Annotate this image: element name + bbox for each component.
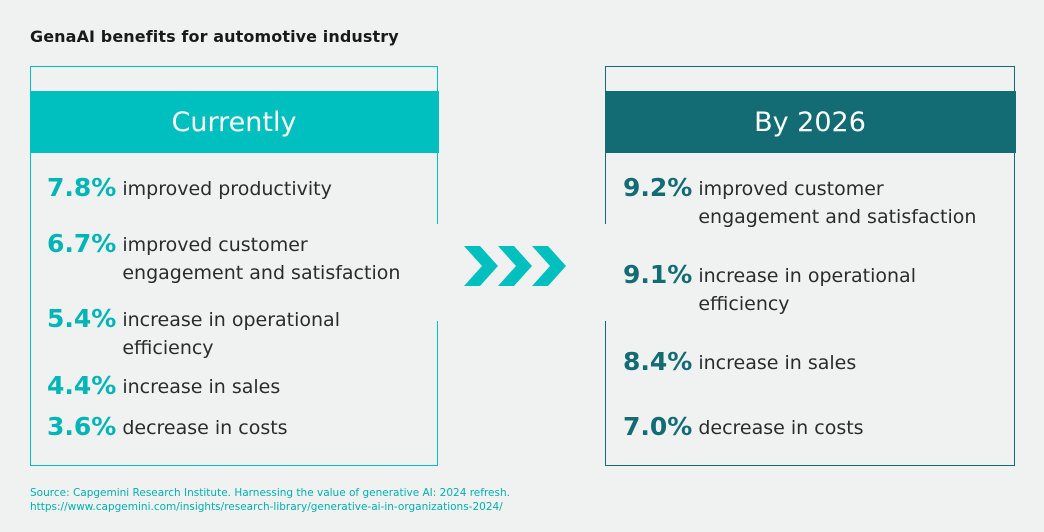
currently-item-2: 6.7% improved customer engagement and sa… [47, 229, 427, 287]
currently-header: Currently [29, 91, 439, 153]
chevron-arrows-icon [464, 246, 566, 286]
by2026-item-3: 8.4% increase in sales [623, 347, 958, 377]
by2026-value-1: 9.2% [623, 173, 693, 202]
by2026-value-3: 8.4% [623, 347, 693, 376]
currently-value-5: 3.6% [47, 412, 117, 441]
currently-label-2: improved customer engagement and satisfa… [122, 234, 401, 284]
chevron-right-icon [532, 246, 566, 286]
currently-label-5: decrease in costs [122, 417, 288, 439]
currently-value-3: 5.4% [47, 304, 117, 333]
currently-label-3: increase in operational efficiency [122, 309, 340, 359]
currently-value-4: 4.4% [47, 371, 117, 400]
by2026-label-2: increase in operational efficiency [698, 265, 916, 315]
by2026-item-1: 9.2% improved customer engagement and sa… [623, 173, 998, 231]
currently-item-3: 5.4% increase in operational efficiency [47, 304, 372, 362]
source-note: Source: Capgemini Research Institute. Ha… [30, 486, 510, 514]
currently-label-4: increase in sales [122, 376, 281, 398]
source-url[interactable]: https://www.capgemini.com/insights/resea… [30, 501, 503, 513]
by2026-value-4: 7.0% [623, 412, 693, 441]
currently-label-1: improved productivity [122, 178, 332, 200]
by2026-item-2: 9.1% increase in operational efficiency [623, 260, 948, 318]
by2026-label-1: improved customer engagement and satisfa… [698, 178, 977, 228]
by2026-label-4: decrease in costs [698, 417, 864, 439]
by2026-item-4: 7.0% decrease in costs [623, 412, 958, 442]
currently-item-4: 4.4% increase in sales [47, 371, 382, 401]
chevron-right-icon [498, 246, 532, 286]
currently-item-5: 3.6% decrease in costs [47, 412, 382, 442]
by2026-label-3: increase in sales [698, 352, 857, 374]
currently-panel: Currently 7.8% improved productivity 6.7… [29, 66, 440, 466]
currently-item-1: 7.8% improved productivity [47, 173, 422, 203]
source-citation: Source: Capgemini Research Institute. Ha… [30, 487, 510, 499]
by2026-value-2: 9.1% [623, 260, 693, 289]
by2026-header: By 2026 [604, 91, 1016, 153]
chevron-right-icon [464, 246, 498, 286]
currently-value-1: 7.8% [47, 173, 117, 202]
currently-value-2: 6.7% [47, 229, 117, 258]
chart-title: GenaAI benefits for automotive industry [30, 27, 399, 46]
by2026-panel: By 2026 9.2% improved customer engagemen… [603, 66, 1016, 466]
